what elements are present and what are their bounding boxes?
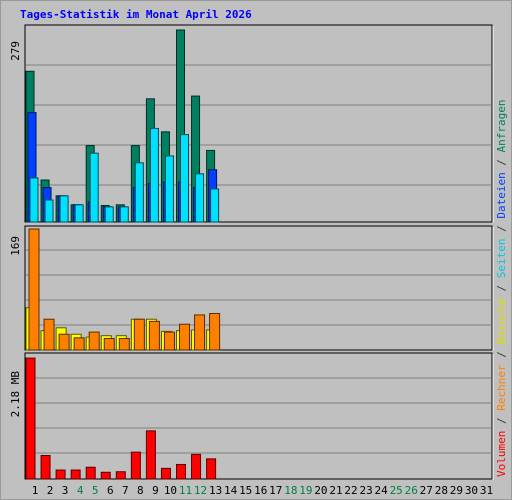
x-tick-label-day-17: 17 [269,484,282,497]
x-tick-label-day-25: 25 [390,484,403,497]
x-tick-label-day-14: 14 [224,484,238,497]
legend-entry-1: / [495,411,508,431]
x-tick-label-day-23: 23 [359,484,372,497]
legend-entry-4: Besuche [495,298,508,344]
bar-seiten-day-5 [89,152,99,223]
x-tick-label-day-29: 29 [450,484,463,497]
x-tick-label-day-21: 21 [329,484,342,497]
axis-max-label-bottom: 2.18 MB [9,371,22,418]
x-tick-label-day-1: 1 [32,484,39,497]
chart-title: Tages-Statistik im Monat April 2026 [20,8,252,21]
bar-seiten-day-3 [59,195,69,223]
x-tick-label-day-13: 13 [209,484,222,497]
bar-rechner-day-2 [43,318,55,351]
bar-rechner-day-11 [179,323,190,351]
bar-seiten-day-12 [195,173,205,223]
x-tick-label-day-9: 9 [152,484,159,497]
x-tick-label-day-19: 19 [299,484,312,497]
x-tick-label-day-30: 30 [465,484,478,497]
bar-rechner-day-1 [28,228,40,351]
bar-volumen-day-13 [206,458,217,480]
legend-right: Volumen / Rechner / Besuche / Seiten / D… [495,99,508,477]
bar-volumen-day-7 [115,471,126,480]
bar-volumen-day-11 [176,463,186,480]
legend-entry-9: / [495,152,508,172]
bar-rechner-day-3 [58,333,70,351]
x-tick-label-day-28: 28 [435,484,448,497]
legend-entry-0: Volumen [495,431,508,477]
bar-rechner-day-6 [103,338,115,351]
x-tick-label-day-10: 10 [164,484,177,497]
bar-rechner-day-5 [88,331,100,351]
x-tick-label-day-7: 7 [122,484,129,497]
bar-volumen-day-10 [160,467,171,480]
bar-seiten-day-9 [149,127,159,223]
bar-rechner-day-7 [118,338,130,351]
bar-seiten-day-1 [29,177,39,223]
bar-seiten-day-13 [210,188,220,223]
axis-max-label-middle: 169 [9,236,22,256]
x-tick-label-day-5: 5 [92,484,99,497]
x-tick-label-day-27: 27 [420,484,433,497]
x-tick-label-day-18: 18 [284,484,297,497]
legend-entry-5: / [495,278,508,298]
panel-middle [24,225,493,351]
x-tick-label-day-3: 3 [62,484,69,497]
bar-volumen-day-2 [40,454,51,480]
x-tick-label-day-16: 16 [254,484,267,497]
bar-rechner-day-10 [163,331,175,351]
bar-seiten-day-8 [134,162,144,223]
x-tick-label-day-31: 31 [480,484,493,497]
legend-entry-7: / [495,219,508,239]
bar-volumen-day-8 [130,451,141,480]
legend-entry-3: / [495,345,508,365]
legend-entry-2: Rechner [495,364,508,411]
bar-volumen-day-6 [100,471,111,480]
bar-volumen-day-4 [70,469,81,480]
legend-entry-8: Dateien [495,172,508,218]
bar-volumen-day-9 [145,430,156,480]
bar-seiten-day-2 [44,199,54,223]
bar-rechner-day-4 [73,337,85,351]
x-tick-label-day-24: 24 [375,484,389,497]
x-tick-label-day-4: 4 [77,484,84,497]
bar-seiten-day-10 [164,155,174,223]
bar-rechner-day-9 [148,320,160,351]
bar-rechner-day-8 [133,318,145,351]
bar-volumen-day-3 [55,469,66,480]
panel-top [24,24,493,223]
bar-volumen-day-12 [191,453,202,480]
x-tick-label-day-26: 26 [405,484,418,497]
legend-entry-6: Seiten [495,239,508,279]
bar-seiten-day-11 [180,134,189,223]
x-tick-label-day-11: 11 [179,484,192,497]
bar-rechner-day-12 [194,314,206,351]
x-tick-label-day-12: 12 [194,484,207,497]
x-tick-label-day-2: 2 [47,484,54,497]
panel-bottom [24,352,493,480]
axis-max-label-top: 279 [9,41,22,61]
bar-volumen-day-1 [25,357,36,480]
legend-entry-10: Anfragen [495,99,508,152]
x-tick-label-day-15: 15 [239,484,252,497]
x-tick-label-day-8: 8 [137,484,144,497]
x-tick-label-day-22: 22 [344,484,357,497]
bar-volumen-day-5 [85,466,96,480]
x-tick-label-day-20: 20 [314,484,327,497]
x-tick-label-day-6: 6 [107,484,114,497]
bar-seiten-day-4 [74,204,84,223]
bar-seiten-day-7 [119,206,129,223]
bar-seiten-day-6 [104,206,114,223]
bar-rechner-day-13 [209,312,221,351]
